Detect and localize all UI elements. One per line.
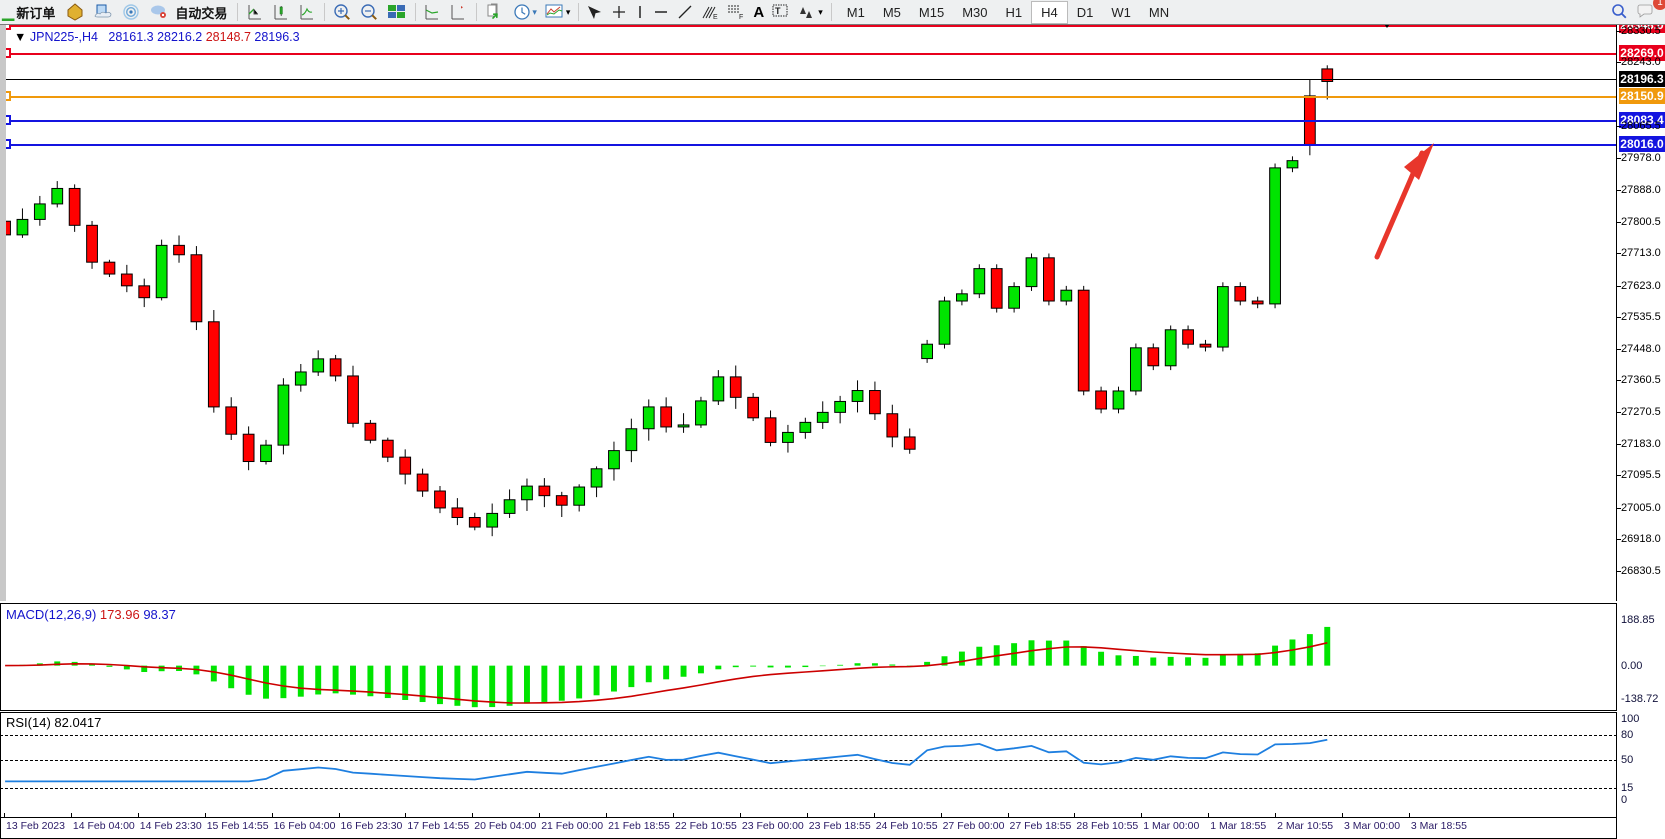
svg-text:T: T <box>775 6 781 16</box>
svg-text:F: F <box>739 14 743 20</box>
svg-text:E: E <box>713 14 718 20</box>
